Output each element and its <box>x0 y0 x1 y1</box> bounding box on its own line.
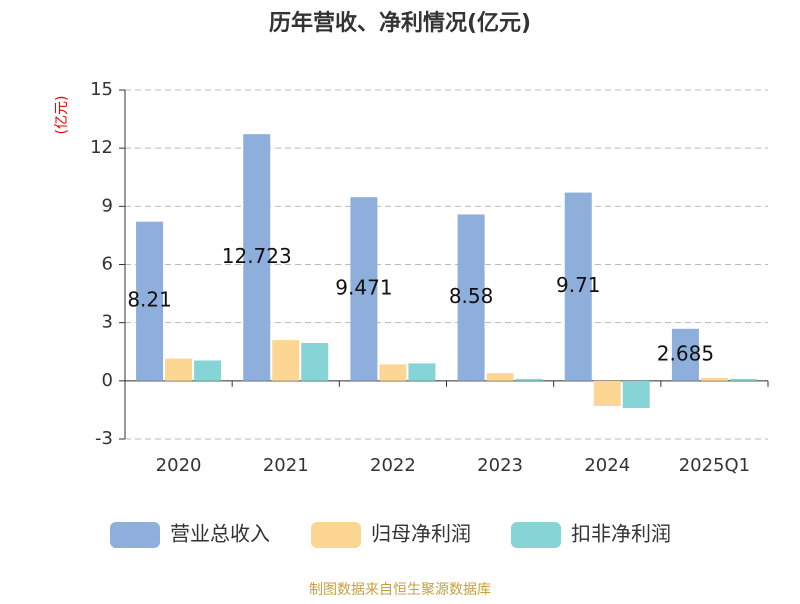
x-tick-label: 2024 <box>584 455 630 476</box>
legend-label: 扣非净利润 <box>571 522 671 546</box>
chart-title: 历年营收、净利情况(亿元) <box>269 10 531 36</box>
bar <box>136 221 164 381</box>
x-tick-label: 2021 <box>263 455 309 476</box>
bar <box>379 364 407 381</box>
bar <box>408 363 436 381</box>
bar <box>593 380 621 407</box>
y-tick-label: 12 <box>90 137 113 158</box>
bar <box>671 328 699 381</box>
y-tick-label: -3 <box>95 428 113 449</box>
bar <box>700 377 728 381</box>
legend-label: 营业总收入 <box>170 522 270 546</box>
y-axis-label: (亿元) <box>54 96 70 135</box>
y-tick-label: 15 <box>90 79 113 100</box>
value-label: 9.71 <box>556 273 601 297</box>
value-label: 8.21 <box>127 288 172 312</box>
bar <box>457 214 485 381</box>
bar <box>272 340 300 381</box>
x-tick-label: 2020 <box>156 455 202 476</box>
y-tick-label: 6 <box>102 254 113 275</box>
value-label: 12.723 <box>222 244 292 268</box>
bar <box>350 197 378 381</box>
bar <box>165 358 193 381</box>
legend-swatch <box>311 522 361 548</box>
x-tick-label: 2023 <box>477 455 523 476</box>
bar <box>729 378 757 381</box>
source-note: 制图数据来自恒生聚源数据库 <box>309 582 491 598</box>
legend-swatch <box>110 522 160 548</box>
legend-swatch <box>511 522 561 548</box>
x-tick-label: 2022 <box>370 455 416 476</box>
bar <box>194 360 222 381</box>
bar <box>243 134 271 381</box>
bar <box>622 380 650 408</box>
y-tick-label: 3 <box>102 312 113 333</box>
legend-label: 归母净利润 <box>371 522 471 546</box>
y-tick-label: 9 <box>102 195 113 216</box>
bar <box>564 192 592 381</box>
value-label: 9.471 <box>335 276 392 300</box>
value-label: 2.685 <box>657 341 714 365</box>
bar <box>486 373 514 381</box>
y-tick-label: 0 <box>102 370 113 391</box>
value-label: 8.58 <box>449 284 494 308</box>
bar <box>301 343 329 381</box>
x-tick-label: 2025Q1 <box>679 455 750 476</box>
bar <box>515 378 543 381</box>
